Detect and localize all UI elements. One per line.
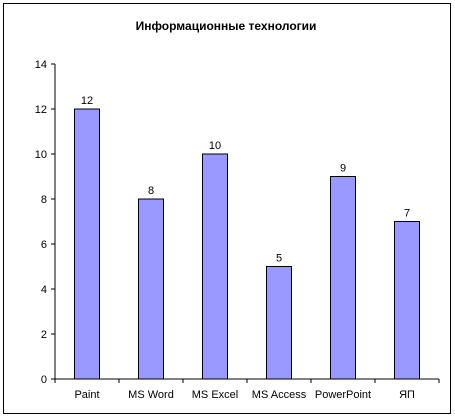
bars (74, 108, 420, 380)
x-tick-label: ЯП (399, 389, 415, 401)
data-label: 5 (276, 253, 282, 265)
x-tick-label: MS Excel (192, 389, 238, 401)
bar-ms-access (266, 266, 292, 380)
y-tick-label: 4 (41, 284, 47, 296)
bar-ms-word (138, 198, 164, 380)
tick-labels: 0 2 4 6 8 10 12 14 Paint MS Word MS Excel MS Access… (35, 59, 415, 401)
bar-ms-excel (202, 153, 228, 380)
x-tick-label: Paint (74, 389, 99, 401)
x-tick-label: MS Access (252, 389, 307, 401)
y-tick-label: 10 (35, 149, 47, 161)
data-label: 12 (81, 95, 93, 107)
bar-powerpoint (330, 176, 356, 380)
y-tick-label: 8 (41, 194, 47, 206)
y-tick-label: 0 (41, 374, 47, 386)
data-label: 7 (404, 208, 410, 220)
y-tick-label: 2 (41, 329, 47, 341)
y-tick-label: 6 (41, 239, 47, 251)
y-tick-label: 14 (35, 59, 47, 71)
y-tick-label: 12 (35, 104, 47, 116)
data-label: 8 (148, 185, 154, 197)
x-tick-label: MS Word (128, 389, 174, 401)
data-labels: 12 8 10 5 9 7 (81, 95, 410, 265)
x-tick-label: PowerPoint (315, 389, 371, 401)
chart-title: Информационные технологии (136, 19, 317, 33)
bar-paint (74, 108, 100, 380)
bar-яп (394, 221, 420, 380)
data-label: 9 (340, 163, 346, 175)
data-label: 10 (209, 140, 221, 152)
axes (51, 63, 440, 383)
